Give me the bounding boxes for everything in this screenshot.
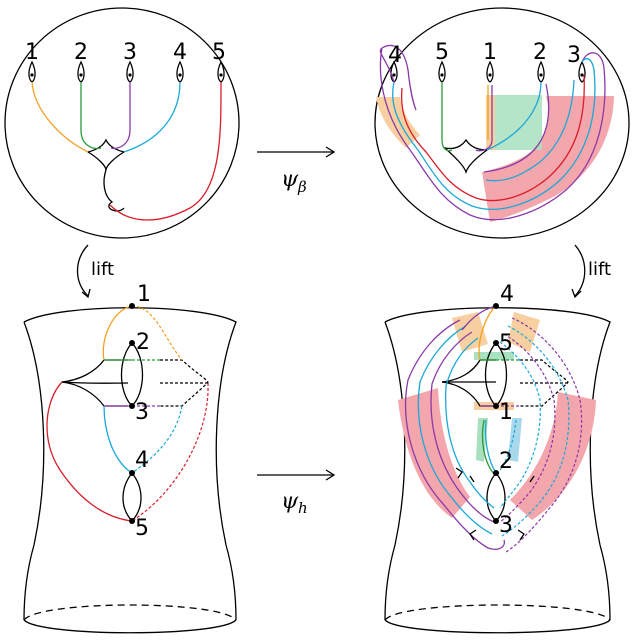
- surface-outline: [23, 307, 237, 621]
- arrow-lift-right: lift: [571, 244, 611, 299]
- svg-text:ψ: ψ: [281, 167, 299, 192]
- svg-text:ψ: ψ: [281, 489, 299, 514]
- panel-bottom-right: 4 5 1 2 3: [384, 282, 611, 634]
- band-orange: [376, 97, 420, 148]
- point-label-4: 4: [500, 282, 514, 307]
- svg-text:lift: lift: [588, 259, 611, 280]
- point-label-5: 5: [499, 331, 513, 356]
- panel-bottom-left: 1 2 3 4 5: [23, 282, 237, 634]
- band-red-right: [510, 392, 596, 520]
- band-green-mid: [474, 352, 514, 360]
- arrow-lift-left: lift: [76, 244, 114, 299]
- point-label-3: 3: [499, 513, 513, 538]
- svg-text:β: β: [297, 178, 307, 196]
- panel-top-left: 1 2 3 4 5: [4, 7, 240, 239]
- svg-text:lift: lift: [91, 259, 114, 280]
- point-label-5: 5: [135, 516, 149, 541]
- band-orange-top-right: [508, 312, 540, 352]
- disk-boundary: [374, 7, 630, 239]
- band-red: [482, 96, 614, 222]
- puncture-label-4: 4: [173, 40, 187, 65]
- puncture-label-1: 1: [483, 40, 497, 65]
- puncture-label-5: 5: [435, 40, 449, 65]
- point-label-2: 2: [136, 330, 150, 355]
- band-red-left: [398, 388, 470, 518]
- band-green: [494, 95, 542, 150]
- point-label-3: 3: [135, 400, 149, 425]
- puncture-label-1: 1: [25, 40, 39, 65]
- puncture-label-2: 2: [74, 40, 88, 65]
- punctures: [390, 60, 586, 83]
- puncture-label-4: 4: [388, 43, 402, 68]
- point-label-1: 1: [499, 400, 513, 425]
- puncture-label-5: 5: [212, 40, 226, 65]
- puncture-label-3: 3: [567, 43, 581, 68]
- disk-boundary: [4, 7, 240, 239]
- band-orange-small: [486, 95, 495, 150]
- point-label-1: 1: [137, 282, 151, 307]
- puncture-label-3: 3: [123, 40, 137, 65]
- point-label-4: 4: [135, 448, 149, 473]
- puncture-label-2: 2: [533, 40, 547, 65]
- band-orange-top-left: [452, 312, 488, 352]
- band-cyan-mid-right: [508, 418, 522, 462]
- surface-outline: [384, 307, 611, 621]
- punctures: [28, 60, 225, 83]
- arrow-psi-beta: ψ β: [257, 146, 336, 196]
- point-label-2: 2: [499, 449, 513, 474]
- panel-top-right: 4 5 1 2 3: [374, 7, 630, 239]
- svg-text:h: h: [298, 499, 308, 517]
- arrow-psi-h: ψ h: [257, 469, 336, 517]
